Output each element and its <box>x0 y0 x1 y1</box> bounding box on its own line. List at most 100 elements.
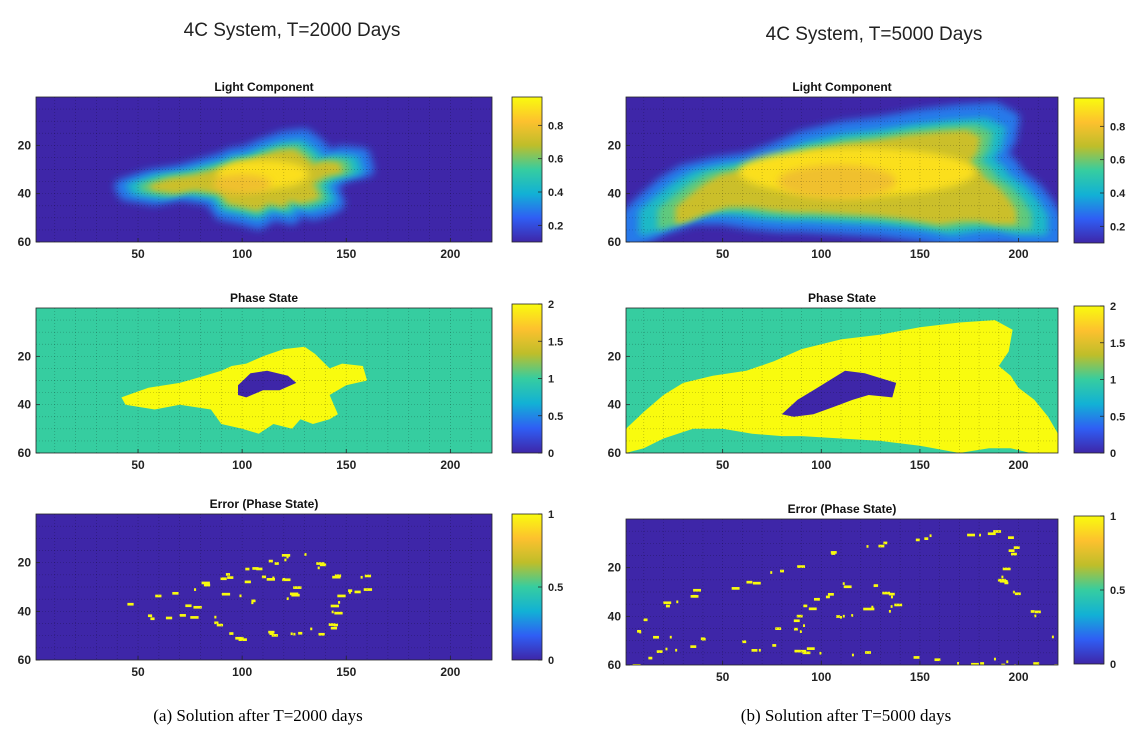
colorbar-tick-label: 0.4 <box>548 187 564 199</box>
x-tick-label: 150 <box>910 458 930 472</box>
colorbar-tick-label: 0 <box>1110 659 1116 671</box>
panel-2: Phase State 50 100 150 200 20 40 60 0 0.5 1 1.5 2 <box>18 291 564 472</box>
x-tick-label: 50 <box>716 247 730 261</box>
grid <box>626 97 1058 242</box>
phase-region-zero <box>781 370 897 417</box>
colorbar-tick-label: 1 <box>548 374 554 386</box>
colorbar <box>1073 305 1105 454</box>
y-tick-label: 60 <box>608 658 622 672</box>
heatmap-field <box>626 308 1058 453</box>
x-tick-label: 200 <box>1009 247 1029 261</box>
x-tick-label: 150 <box>910 670 930 684</box>
grid <box>626 308 1058 453</box>
y-tick-label: 20 <box>608 561 622 575</box>
panel-title: Light Component <box>214 80 313 94</box>
colorbar-tick-label: 0.4 <box>1110 188 1126 200</box>
colorbar-tick-label: 0 <box>548 448 554 460</box>
colorbar-tick-label: 0.2 <box>1110 221 1125 233</box>
x-tick-label: 100 <box>232 458 252 472</box>
error-pixels <box>632 530 1058 665</box>
column-title-a: 4C System, T=2000 Days <box>184 20 401 41</box>
y-tick-label: 20 <box>608 138 622 152</box>
heatmap-field <box>626 519 1058 665</box>
colorbar-tick-label: 1 <box>1110 375 1116 387</box>
x-tick-label: 100 <box>811 247 831 261</box>
x-tick-label: 200 <box>1009 458 1029 472</box>
y-tick-label: 40 <box>608 398 622 412</box>
panel-3: Error (Phase State) 50 100 150 200 20 40 60 0 0.5… <box>18 497 564 679</box>
colorbar-tick-label: 2 <box>1110 301 1116 313</box>
colorbar-tick-label: 0.8 <box>1110 121 1125 133</box>
field-core-2 <box>212 174 272 194</box>
panel-4: Light Component 50 100 150 200 20 40 60 0.2 0.4 0.… <box>608 80 1127 261</box>
y-tick-label: 40 <box>18 398 32 412</box>
colorbar-tick-label: 0.5 <box>1110 585 1125 597</box>
x-tick-label: 50 <box>131 458 145 472</box>
colorbar-tick-label: 1.5 <box>548 336 563 348</box>
colorbar-tick-label: 1 <box>548 509 554 521</box>
panel-6: Error (Phase State) 50 100 150 200 20 40 60 0 0.5… <box>608 502 1126 684</box>
y-tick-label: 20 <box>18 556 32 570</box>
grid <box>36 308 492 453</box>
caption-b: (b) Solution after T=5000 days <box>741 706 951 725</box>
x-tick-label: 50 <box>716 670 730 684</box>
panel-1: Light Component 50 100 150 200 20 40 60 0.2 0.4 0.… <box>18 80 565 261</box>
y-tick-label: 60 <box>18 653 32 667</box>
axes-frame <box>35 96 493 243</box>
colorbar-tick-label: 0.6 <box>1110 155 1125 167</box>
heatmap-field <box>36 308 492 453</box>
heatmap-field <box>626 97 1058 242</box>
colorbar <box>511 513 543 661</box>
grid <box>36 97 492 242</box>
x-tick-label: 150 <box>910 247 930 261</box>
y-tick-label: 40 <box>608 187 622 201</box>
colorbar-tick-label: 0.8 <box>548 120 563 132</box>
x-tick-label: 200 <box>440 458 460 472</box>
y-tick-label: 40 <box>18 604 32 618</box>
colorbar-tick-label: 0 <box>548 655 554 667</box>
colorbar-tick-label: 0.6 <box>548 154 563 166</box>
y-tick-label: 20 <box>608 349 622 363</box>
x-tick-label: 150 <box>336 665 356 679</box>
panel-title: Error (Phase State) <box>788 502 897 516</box>
column-title-b: 4C System, T=5000 Days <box>766 24 983 45</box>
y-tick-label: 60 <box>608 446 622 460</box>
colorbar <box>511 303 543 454</box>
x-tick-label: 150 <box>336 247 356 261</box>
panel-title: Light Component <box>792 80 891 94</box>
colorbar-tick-label: 2 <box>548 299 554 311</box>
caption-a: (a) Solution after T=2000 days <box>153 706 362 725</box>
axes-frame <box>625 518 1059 666</box>
x-tick-label: 50 <box>131 665 145 679</box>
colorbar-tick-label: 0.5 <box>548 411 563 423</box>
grid <box>36 514 492 660</box>
panel-title: Phase State <box>808 291 876 305</box>
axes-frame <box>35 513 493 661</box>
x-tick-label: 100 <box>811 458 831 472</box>
y-tick-label: 20 <box>18 138 32 152</box>
axes-frame <box>625 307 1059 454</box>
phase-region-zero <box>238 370 297 398</box>
x-tick-label: 200 <box>440 247 460 261</box>
axes-frame <box>35 307 493 454</box>
colorbar <box>1073 515 1105 665</box>
colorbar <box>1073 97 1105 244</box>
colorbar-tick-label: 1.5 <box>1110 338 1125 350</box>
colorbar-tick-label: 0.5 <box>548 582 563 594</box>
panel-5: Phase State 50 100 150 200 20 40 60 0 0.5 1 1.5 2 <box>608 291 1126 472</box>
error-pixels <box>127 553 373 641</box>
colorbar-tick-label: 1 <box>1110 511 1116 523</box>
x-tick-label: 150 <box>336 458 356 472</box>
colorbar-tick-label: 0 <box>1110 448 1116 460</box>
y-tick-label: 20 <box>18 349 32 363</box>
x-tick-label: 50 <box>716 458 730 472</box>
y-tick-label: 60 <box>608 235 622 249</box>
y-tick-label: 60 <box>18 446 32 460</box>
x-tick-label: 100 <box>232 247 252 261</box>
y-tick-label: 40 <box>608 609 622 623</box>
x-tick-label: 100 <box>811 670 831 684</box>
colorbar-tick-label: 0.2 <box>548 220 563 232</box>
panel-title: Phase State <box>230 291 298 305</box>
panel-title: Error (Phase State) <box>210 497 319 511</box>
